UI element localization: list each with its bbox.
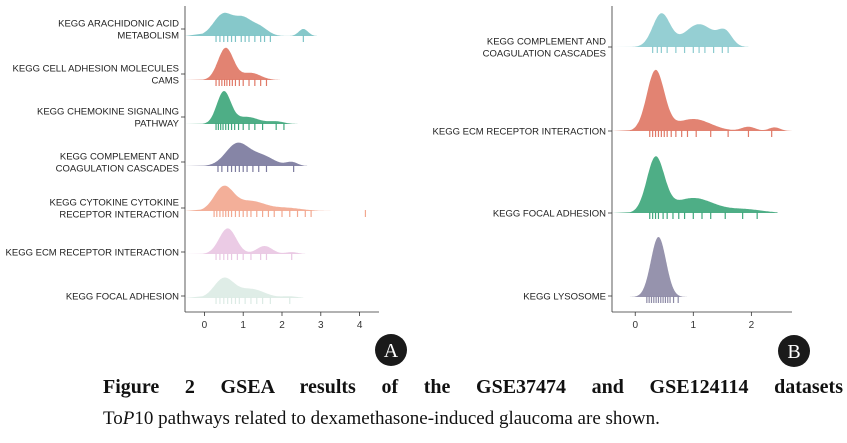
- pathway-label: METABOLISM: [117, 31, 179, 42]
- pathway-label: KEGG CELL ADHESION MOLECULES: [13, 64, 179, 75]
- pathway-label: KEGG COMPLEMENT AND: [60, 152, 179, 163]
- density-area: [185, 185, 379, 211]
- pathway-label: KEGG ECM RECEPTOR INTERACTION: [433, 127, 607, 138]
- x-tick-label: 4: [357, 320, 363, 331]
- pathway-label: CAMS: [152, 76, 179, 87]
- ridge-kegg-lysosome: [612, 237, 699, 303]
- pathway-label: PATHWAY: [134, 119, 179, 130]
- density-area: [612, 156, 778, 213]
- x-tick-label: 2: [279, 320, 285, 331]
- ridge-kegg-focal-adhesion: [612, 156, 778, 219]
- ridge-kegg-focal-adhesion: [185, 277, 304, 304]
- ridge-kegg-cell-adhesion-molecules-cams: [185, 47, 281, 86]
- figure-caption-title: Figure 2 GSEA results of the GSE37474 an…: [103, 376, 843, 398]
- pathway-label: KEGG CYTOKINE CYTOKINE: [49, 198, 179, 209]
- x-tick-label: 2: [749, 320, 755, 331]
- pathway-label: KEGG LYSOSOME: [523, 292, 606, 303]
- panel-label-b-badge: B: [778, 335, 810, 367]
- panel-label-a: A: [384, 340, 399, 362]
- density-area: [612, 13, 749, 47]
- density-area: [185, 228, 306, 254]
- density-area: [185, 277, 304, 298]
- pathway-label: KEGG COMPLEMENT AND: [487, 37, 606, 48]
- caption-subtitle-post: 10 pathways related to dexamethasone-ind…: [134, 408, 660, 429]
- pathway-label: COAGULATION CASCADES: [56, 164, 179, 175]
- pathway-label: KEGG ECM RECEPTOR INTERACTION: [6, 248, 180, 259]
- pathway-label: KEGG FOCAL ADHESION: [66, 292, 179, 303]
- density-area: [612, 237, 699, 297]
- density-area: [185, 12, 317, 37]
- ridge-kegg-ecm-receptor-interaction: [185, 228, 306, 260]
- pathway-label: KEGG CHEMOKINE SIGNALING: [37, 107, 179, 118]
- density-area: [185, 142, 308, 166]
- x-tick-label: 3: [318, 320, 324, 331]
- ridge-kegg-chemokine-signaling-pathway: [185, 91, 298, 130]
- caption-subtitle-pre: To: [103, 408, 123, 429]
- pathway-label: KEGG FOCAL ADHESION: [493, 209, 606, 220]
- density-area: [612, 69, 792, 131]
- pathway-label: COAGULATION CASCADES: [483, 49, 606, 60]
- panel-label-a-badge: A: [375, 334, 407, 366]
- ridge-kegg-complement-and-coagulation-cascades: [185, 142, 308, 172]
- x-tick-label: 1: [240, 320, 246, 331]
- caption-subtitle-italic: P: [122, 408, 135, 429]
- ridge-kegg-ecm-receptor-interaction: [612, 69, 792, 137]
- pathway-label: RECEPTOR INTERACTION: [59, 210, 179, 221]
- panel-label-b: B: [787, 341, 800, 363]
- density-area: [185, 91, 298, 124]
- ridge-kegg-arachidonic-acid-metabolism: [185, 12, 317, 42]
- x-tick-label: 1: [691, 320, 697, 331]
- x-tick-label: 0: [632, 320, 638, 331]
- ridge-kegg-complement-and-coagulation-cascades: [612, 13, 749, 53]
- density-area: [185, 47, 281, 80]
- pathway-label: KEGG ARACHIDONIC ACID: [58, 19, 179, 30]
- figure-caption-subtitle: ToP10 pathways related to dexamethasone-…: [103, 408, 843, 430]
- ridge-kegg-cytokine-cytokine-receptor-interaction: [185, 185, 379, 217]
- x-tick-label: 0: [202, 320, 208, 331]
